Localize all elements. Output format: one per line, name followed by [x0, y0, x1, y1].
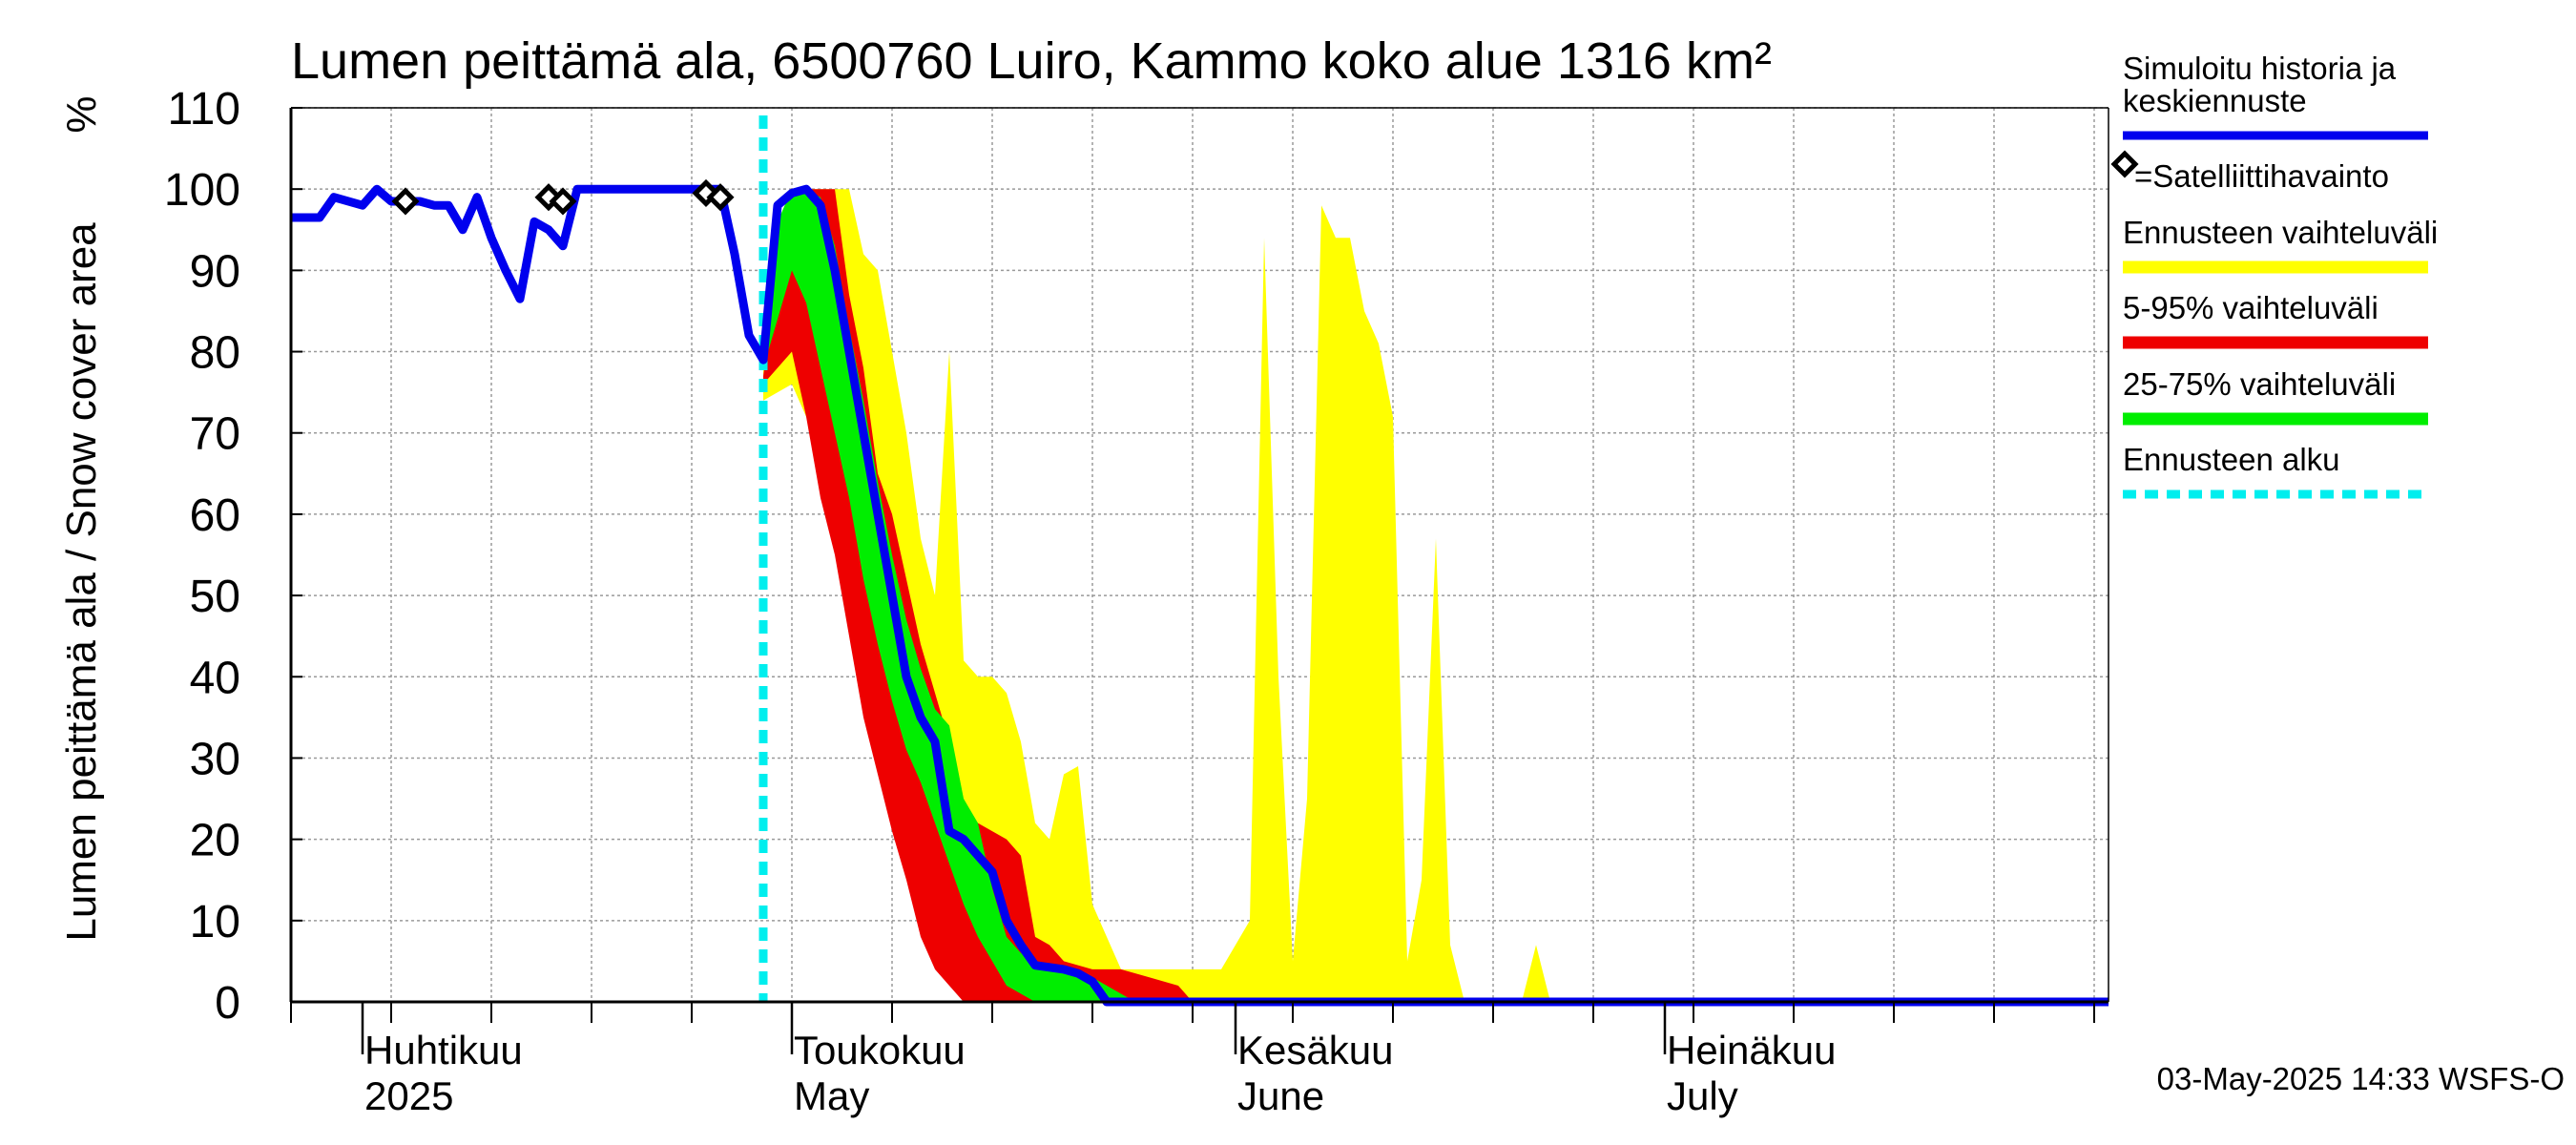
median-series [291, 184, 2109, 1007]
legend-swatch-diamond [2110, 150, 2139, 178]
y-axis-label: Lumen peittämä ala / Snow cover area [58, 222, 105, 942]
y-tick-label: 30 [190, 734, 240, 784]
x-month-label: Kesäkuu [1237, 1028, 1393, 1072]
footer-timestamp: 03-May-2025 14:33 WSFS-O [2157, 1061, 2565, 1096]
y-tick-label: 10 [190, 897, 240, 947]
y-tick-label: 0 [215, 978, 240, 1029]
y-tick-label: 60 [190, 490, 240, 541]
legend-label: 5-95% vaihteluväli [2123, 290, 2379, 325]
y-tick-label: 110 [167, 84, 240, 135]
satellite-observations [391, 178, 735, 216]
forecast-bands [763, 189, 2109, 1002]
x-month-sublabel: June [1237, 1073, 1324, 1118]
y-tick-label: 90 [190, 246, 240, 297]
y-tick-label: 80 [190, 328, 240, 379]
y-tick-label: 20 [190, 816, 240, 866]
y-tick-label: 40 [190, 653, 240, 703]
grid [290, 107, 2109, 1003]
y-tick-label: 100 [164, 165, 240, 216]
legend-label: =Satelliittihavainto [2134, 158, 2389, 194]
y-tick-labels: 0 10 20 30 40 50 60 70 80 90 100 110 [164, 84, 240, 1029]
satellite-point [391, 187, 420, 216]
chart-title: Lumen peittämä ala, 6500760 Luiro, Kammo… [291, 32, 1772, 90]
x-month-label: Heinäkuu [1667, 1028, 1836, 1072]
legend-label: Simuloitu historia ja [2123, 51, 2397, 86]
satellite-point [706, 183, 735, 212]
x-month-label: Toukokuu [794, 1028, 966, 1072]
y-tick-label: 50 [190, 572, 240, 622]
x-month-sublabel: 2025 [364, 1073, 453, 1118]
y-axis-unit: % [58, 95, 105, 133]
legend-label: Ennusteen vaihteluväli [2123, 215, 2438, 250]
median-line [291, 184, 2109, 1007]
legend-label: 25-75% vaihteluväli [2123, 366, 2396, 402]
x-month-sublabel: May [794, 1073, 869, 1118]
axes [289, 107, 2109, 1054]
satellite-point [549, 187, 577, 216]
legend-label: Ennusteen alku [2123, 442, 2340, 477]
x-month-label: Huhtikuu [364, 1028, 523, 1072]
band-full-range [763, 189, 2109, 1002]
x-month-sublabel: July [1667, 1073, 1738, 1118]
legend-label: keskiennuste [2123, 83, 2307, 118]
y-tick-label: 70 [190, 409, 240, 460]
